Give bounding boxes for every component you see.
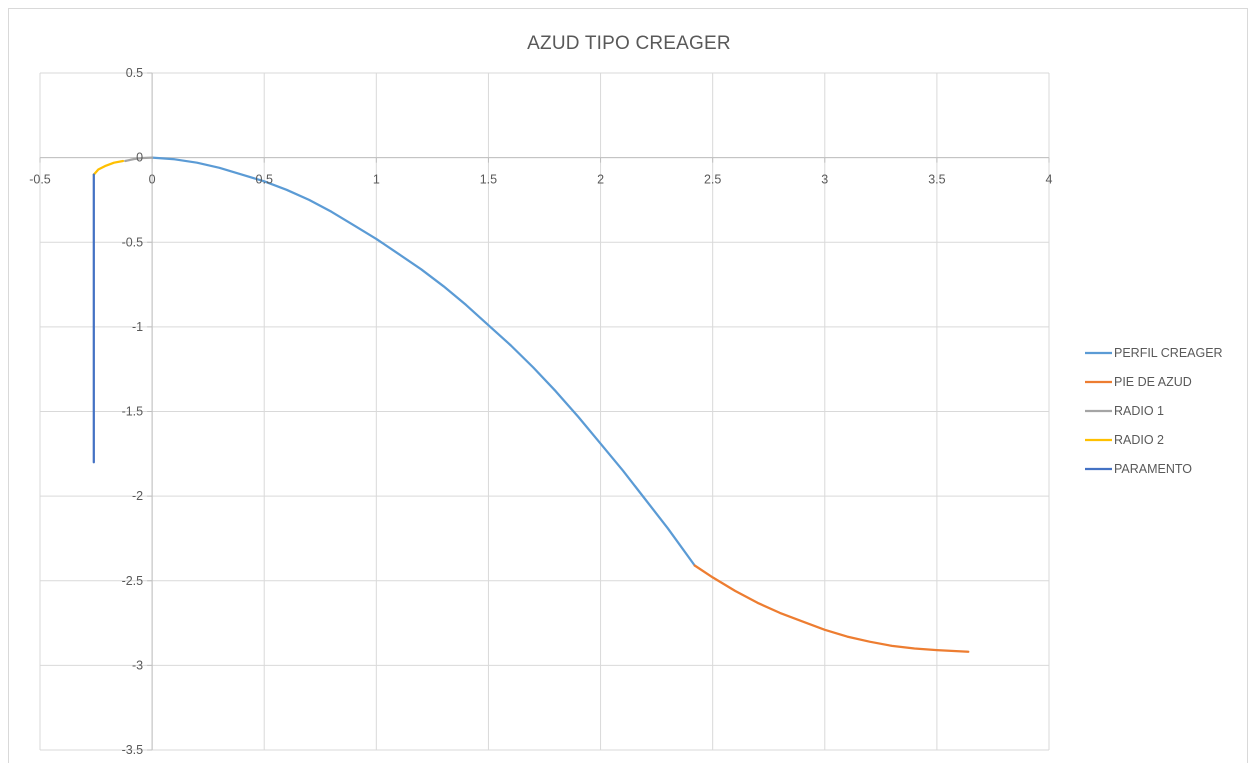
y-tick-label: -3.5 bbox=[122, 743, 144, 757]
y-tick-label: 0.5 bbox=[126, 66, 143, 80]
series-line-pie-de-azud bbox=[693, 564, 970, 653]
legend-label: RADIO 1 bbox=[1114, 404, 1164, 418]
y-tick-label: -2 bbox=[132, 489, 143, 503]
y-tick-label: -1 bbox=[132, 320, 143, 334]
y-tick-label: -2.5 bbox=[122, 574, 144, 588]
legend: PERFIL CREAGER PIE DE AZUD RADIO 1 RADIO 2 P… bbox=[1085, 346, 1223, 476]
legend-label: PARAMENTO bbox=[1114, 462, 1192, 476]
x-tick-label: 1.5 bbox=[480, 173, 497, 187]
chart-area: AZUD TIPO CREAGER -0.5 0 0.5 1 1.5 2 2.5 3 3.5 4 0… bbox=[8, 8, 1248, 763]
x-tick-label: -0.5 bbox=[29, 173, 51, 187]
x-tick-label: 2.5 bbox=[704, 173, 721, 187]
axis-layer bbox=[39, 72, 1050, 751]
tick-label-layer: -0.5 0 0.5 1 1.5 2 2.5 3 3.5 4 0.5 0 -0.5 -1 -1.5 -2 -2.… bbox=[29, 66, 1052, 757]
series-layer bbox=[92, 156, 970, 653]
grid-layer bbox=[39, 72, 1050, 751]
y-tick-label: 0 bbox=[136, 151, 143, 165]
legend-label: RADIO 2 bbox=[1114, 433, 1164, 447]
series-line-radio-1 bbox=[124, 156, 154, 163]
x-tick-label: 3 bbox=[821, 173, 828, 187]
chart-title: AZUD TIPO CREAGER bbox=[527, 33, 731, 54]
y-tick-label: -1.5 bbox=[122, 405, 144, 419]
y-tick-label: -0.5 bbox=[122, 235, 144, 249]
plot-svg: -0.5 0 0.5 1 1.5 2 2.5 3 3.5 4 0.5 0 -0.5 -1 -1.5 -2 -2.… bbox=[29, 66, 1223, 757]
x-tick-label: 3.5 bbox=[928, 173, 945, 187]
series-line-perfil-creager bbox=[150, 156, 696, 567]
y-tick-label: -3 bbox=[132, 658, 143, 672]
x-tick-label: 1 bbox=[373, 173, 380, 187]
legend-label: PERFIL CREAGER bbox=[1114, 346, 1223, 360]
x-tick-label: 0.5 bbox=[256, 173, 273, 187]
legend-label: PIE DE AZUD bbox=[1114, 375, 1192, 389]
x-tick-label: 0 bbox=[149, 173, 156, 187]
x-tick-label: 4 bbox=[1046, 173, 1053, 187]
series-line-radio-2 bbox=[92, 159, 125, 176]
x-tick-label: 2 bbox=[597, 173, 604, 187]
